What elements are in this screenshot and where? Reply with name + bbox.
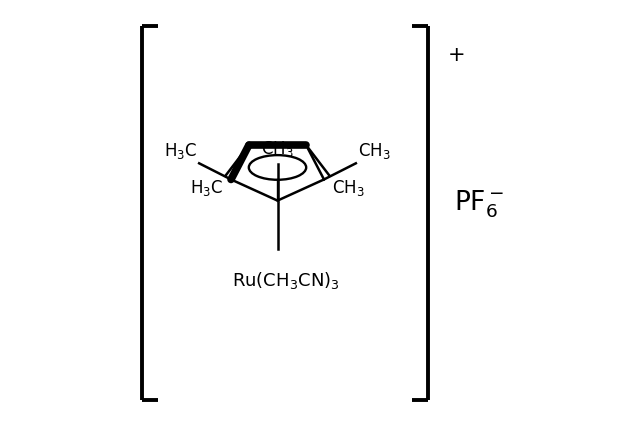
Text: +: + [447, 45, 465, 65]
Text: CH$_3$: CH$_3$ [358, 141, 391, 161]
Text: H$_3$C: H$_3$C [190, 178, 223, 198]
Text: PF$_6^-$: PF$_6^-$ [454, 188, 504, 220]
Text: Ru(CH$_3$CN)$_3$: Ru(CH$_3$CN)$_3$ [232, 270, 340, 291]
Text: CH$_3$: CH$_3$ [261, 139, 294, 159]
Text: H$_3$C: H$_3$C [164, 141, 197, 161]
Text: CH$_3$: CH$_3$ [332, 178, 365, 198]
